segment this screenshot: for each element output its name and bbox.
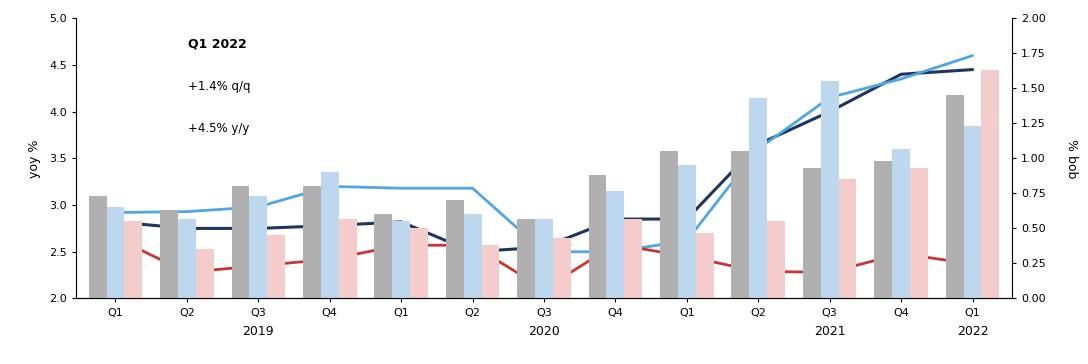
Bar <box>535 219 553 298</box>
Bar <box>160 210 178 298</box>
Bar <box>249 196 268 298</box>
Text: Q1 2022: Q1 2022 <box>188 38 247 51</box>
Bar <box>178 219 196 298</box>
Bar <box>981 70 1000 298</box>
Text: 2021: 2021 <box>814 325 845 337</box>
Y-axis label: % bob: % bob <box>1065 139 1078 178</box>
Bar <box>232 186 249 298</box>
Bar <box>88 196 107 298</box>
Text: 2019: 2019 <box>243 325 274 337</box>
Bar <box>606 191 625 298</box>
Bar <box>964 126 981 298</box>
Y-axis label: yoy %: yoy % <box>28 139 41 178</box>
Text: 2022: 2022 <box>956 325 988 337</box>
Bar <box>338 219 357 298</box>
Bar <box>910 168 928 298</box>
Bar <box>839 179 856 298</box>
Bar <box>820 81 839 298</box>
Bar <box>589 175 606 298</box>
Bar <box>124 221 143 298</box>
Bar <box>410 229 428 298</box>
Bar <box>302 186 321 298</box>
Bar <box>321 172 338 298</box>
Bar <box>392 221 410 298</box>
Bar <box>446 200 463 298</box>
Bar <box>875 161 892 298</box>
Bar <box>767 221 786 298</box>
Bar <box>625 219 642 298</box>
Bar <box>463 214 482 298</box>
Bar <box>696 233 714 298</box>
Bar <box>945 95 964 298</box>
Text: 2020: 2020 <box>528 325 560 337</box>
Bar <box>482 245 499 298</box>
Bar <box>731 151 750 298</box>
Bar <box>660 151 678 298</box>
Bar <box>750 98 767 298</box>
Bar <box>678 165 696 298</box>
Bar <box>803 168 820 298</box>
Text: +4.5% y/y: +4.5% y/y <box>188 122 250 135</box>
Text: +1.4% q/q: +1.4% q/q <box>188 80 251 93</box>
Bar <box>268 236 285 298</box>
Bar <box>517 219 535 298</box>
Bar <box>553 238 571 298</box>
Bar <box>892 149 910 298</box>
Bar <box>196 249 213 298</box>
Bar <box>374 214 392 298</box>
Bar <box>107 207 124 298</box>
